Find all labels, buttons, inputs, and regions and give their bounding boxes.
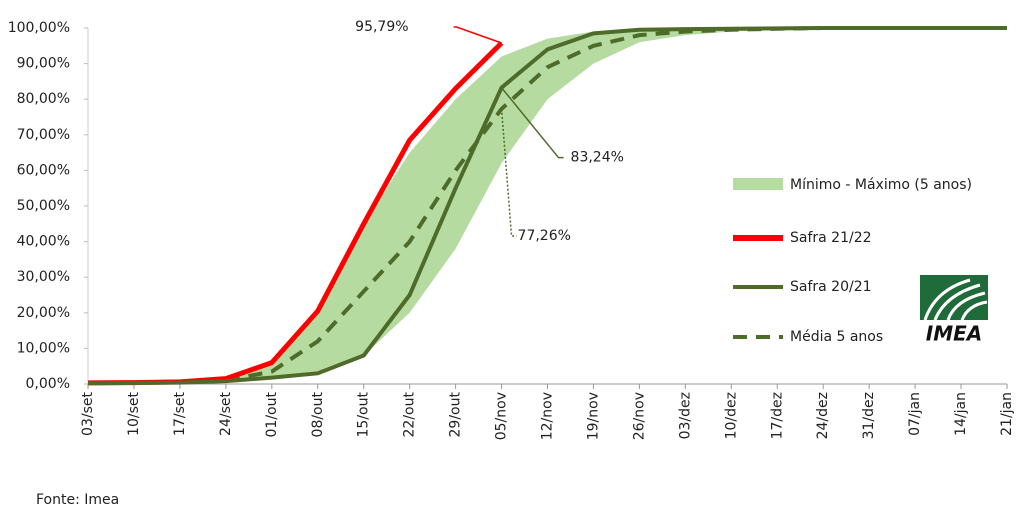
legend-label: Média 5 anos xyxy=(790,329,883,345)
y-tick-label: 90,00% xyxy=(17,56,70,72)
y-tick-label: 10,00% xyxy=(17,340,70,356)
y-tick-label: 30,00% xyxy=(17,269,70,285)
x-tick-label: 03/set xyxy=(80,391,96,435)
x-tick-label: 22/out xyxy=(402,391,418,437)
legend-label: Safra 20/21 xyxy=(790,279,872,295)
logo-stripes xyxy=(923,278,988,321)
x-tick-label: 17/dez xyxy=(769,392,785,439)
x-tick-label: 10/set xyxy=(126,391,142,435)
logo-text: IMEA xyxy=(926,322,982,346)
y-tick-label: 50,00% xyxy=(17,198,70,214)
x-tick-label: 24/dez xyxy=(815,392,831,439)
legend-swatch xyxy=(733,178,783,190)
x-tick-label: 03/dez xyxy=(677,392,693,439)
annotation-leader xyxy=(453,26,502,44)
legend-label: Mínimo - Máximo (5 anos) xyxy=(790,177,972,193)
value-label: 77,26% xyxy=(518,228,571,244)
legend-label: Safra 21/22 xyxy=(790,230,872,246)
logo: IMEA xyxy=(920,275,988,346)
series-line xyxy=(87,26,1007,386)
x-tick-label: 07/jan xyxy=(907,392,923,436)
x-tick-label: 26/nov xyxy=(631,392,647,440)
x-tick-label: 31/dez xyxy=(861,392,877,439)
x-tick-label: 17/set xyxy=(172,391,188,435)
source: Fonte: Imea xyxy=(36,492,119,508)
y-tick-label: 70,00% xyxy=(17,127,70,143)
x-tick-label: 10/dez xyxy=(723,392,739,439)
x-tick-label: 21/jan xyxy=(999,392,1015,436)
y-tick-label: 80,00% xyxy=(17,91,70,107)
x-tick-label: 24/set xyxy=(218,391,234,435)
y-tick-label: 100,00% xyxy=(8,20,70,36)
annotation-leader xyxy=(500,87,564,159)
y-tick-label: 20,00% xyxy=(17,305,70,321)
x-tick-label: 12/nov xyxy=(540,392,556,440)
band-area xyxy=(88,28,1007,384)
x-tick-label: 29/out xyxy=(448,391,464,437)
x-tick-label: 14/jan xyxy=(953,392,969,436)
value-label: 95,79% xyxy=(355,19,408,35)
x-tick-label: 05/nov xyxy=(494,392,510,440)
x-tick-label: 01/out xyxy=(264,391,280,437)
x-tick-label: 19/nov xyxy=(585,392,601,440)
series-line xyxy=(87,26,1007,385)
y-tick-label: 0,00% xyxy=(26,376,70,392)
y-tick-label: 60,00% xyxy=(17,162,70,178)
x-tick-label: 08/out xyxy=(310,391,326,437)
x-tick-label: 15/out xyxy=(356,391,372,437)
y-tick-label: 40,00% xyxy=(17,234,70,250)
value-label: 83,24% xyxy=(571,150,624,166)
